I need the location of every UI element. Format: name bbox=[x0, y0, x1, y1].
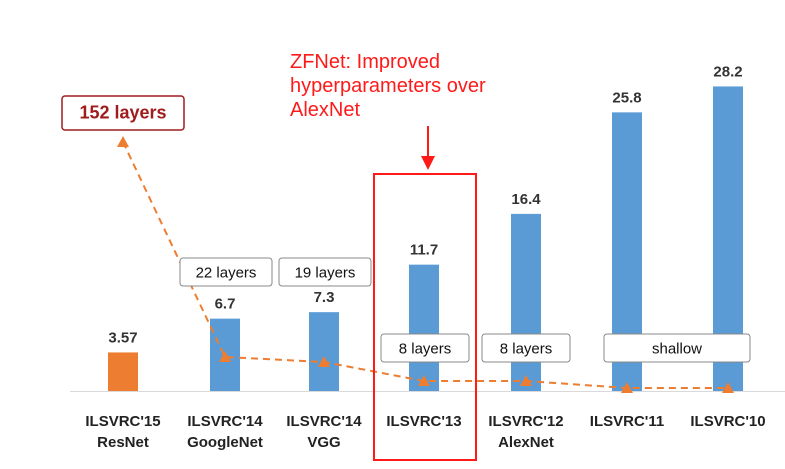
depth-annotation-label: 8 layers bbox=[500, 341, 553, 358]
depth-annotation-label: 152 layers bbox=[79, 103, 166, 123]
depth-point-marker bbox=[117, 136, 129, 147]
depth-point-marker bbox=[621, 382, 633, 393]
bar bbox=[409, 264, 439, 391]
value-label: 28.2 bbox=[713, 63, 742, 80]
depth-annotation-box bbox=[380, 333, 470, 363]
callout-line-3: AlexNet bbox=[290, 99, 361, 121]
callout-line-2: hyperparameters over bbox=[290, 75, 486, 97]
depth-annotation-label: shallow bbox=[652, 341, 702, 358]
callout-line-1: ZFNet: Improved bbox=[290, 51, 441, 73]
bar bbox=[108, 352, 138, 391]
depth-boxes-layer: 152 layers 22 layers 19 layers 8 layers 8 la… bbox=[61, 95, 751, 363]
callout-arrow-head bbox=[421, 156, 435, 170]
value-label: 3.57 bbox=[108, 329, 137, 346]
category-label: ILSVRC'10 bbox=[690, 413, 765, 430]
depth-annotation-box bbox=[278, 257, 372, 287]
depth-point-marker bbox=[520, 375, 532, 386]
category-label: ILSVRC'14 bbox=[187, 413, 263, 430]
depth-annotation-label: 19 layers bbox=[295, 265, 356, 282]
category-label: ILSVRC'14 bbox=[286, 413, 362, 430]
zfnet-callout-text: ZFNet: Improved hyperparameters over Ale… bbox=[290, 50, 550, 122]
depth-point-marker bbox=[318, 356, 330, 367]
depth-annotation-label: 8 layers bbox=[399, 341, 452, 358]
category-label: ILSVRC'15 bbox=[85, 413, 160, 430]
value-label: 7.3 bbox=[314, 289, 335, 306]
value-labels-layer: 3.57 6.7 7.3 11.7 16.4 25.8 28.2 bbox=[108, 63, 742, 346]
value-label: 16.4 bbox=[511, 191, 541, 208]
bar bbox=[511, 213, 541, 391]
depth-annotation-box bbox=[179, 257, 273, 287]
value-label: 11.7 bbox=[410, 242, 438, 259]
depth-annotation-box bbox=[481, 333, 571, 363]
category-sublabel: ResNet bbox=[97, 434, 149, 451]
depth-annotation-label: 22 layers bbox=[196, 265, 257, 282]
bar bbox=[309, 312, 339, 391]
category-sublabel: AlexNet bbox=[498, 434, 554, 451]
value-label: 6.7 bbox=[215, 296, 236, 313]
depth-annotation-box bbox=[603, 333, 751, 363]
category-label: ILSVRC'13 bbox=[386, 413, 461, 430]
value-label: 25.8 bbox=[612, 89, 641, 106]
zfnet-highlight-box bbox=[373, 173, 477, 461]
category-label: ILSVRC'12 bbox=[488, 413, 563, 430]
category-labels-layer: ILSVRC'15 ResNet ILSVRC'14 GoogleNet ILSVRC'… bbox=[85, 413, 765, 451]
category-sublabel: GoogleNet bbox=[187, 434, 263, 451]
depth-point-marker bbox=[418, 375, 430, 386]
category-label: ILSVRC'11 bbox=[590, 413, 664, 430]
depth-line-layer bbox=[117, 136, 734, 393]
depth-annotation-box bbox=[61, 95, 185, 131]
depth-point-marker bbox=[722, 382, 734, 393]
depth-point-marker bbox=[219, 351, 231, 362]
category-sublabel: VGG bbox=[307, 434, 340, 451]
callout-layer bbox=[373, 126, 477, 461]
